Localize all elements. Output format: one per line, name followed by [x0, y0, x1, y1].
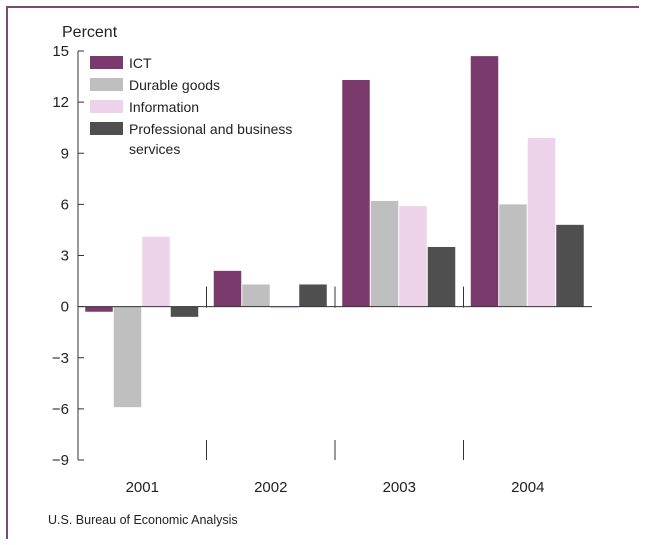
bar	[471, 56, 499, 307]
legend-label: services	[129, 141, 180, 157]
x-axis-ticks: 2001 2002 2003 2004	[126, 287, 545, 496]
y-tick-label: 15	[52, 43, 69, 60]
bar	[428, 247, 456, 307]
y-tick-label: −9	[52, 452, 69, 469]
bar	[342, 80, 370, 307]
legend-swatch	[90, 78, 123, 91]
y-tick-label: 3	[61, 248, 69, 265]
source-note: U.S. Bureau of Economic Analysis	[48, 513, 238, 527]
bar	[114, 307, 142, 408]
bar	[499, 204, 527, 306]
legend-swatch	[90, 122, 123, 135]
legend-label: ICT	[129, 55, 152, 71]
bar	[528, 138, 556, 307]
y-tick-label: 6	[61, 196, 69, 213]
bar	[242, 284, 270, 306]
bar	[371, 201, 399, 307]
bar	[399, 206, 427, 307]
legend-swatch	[90, 100, 123, 113]
x-tick-label: 2001	[126, 479, 159, 496]
y-axis-label: Percent	[62, 24, 118, 41]
y-tick-label: 9	[61, 145, 69, 162]
x-tick-label: 2003	[383, 479, 416, 496]
bar	[85, 307, 113, 312]
legend: ICT Durable goods Information Professional …	[90, 55, 292, 157]
legend-label: Durable goods	[129, 77, 220, 93]
x-tick-label: 2002	[254, 479, 287, 496]
bar	[556, 225, 584, 307]
y-tick-label: −3	[52, 350, 69, 367]
legend-label: Information	[129, 99, 199, 115]
y-tick-label: 0	[61, 299, 69, 316]
bar	[214, 271, 242, 307]
bar	[299, 284, 327, 306]
y-tick-label: 12	[52, 94, 69, 111]
bar	[142, 237, 170, 307]
x-tick-label: 2004	[511, 479, 544, 496]
legend-swatch	[90, 56, 123, 69]
y-tick-label: −6	[52, 401, 69, 418]
y-axis-ticks: 15 12 9 6 3 0 −3 −6 −9	[52, 43, 84, 469]
legend-label: Professional and business	[129, 121, 292, 137]
bar	[171, 307, 199, 317]
